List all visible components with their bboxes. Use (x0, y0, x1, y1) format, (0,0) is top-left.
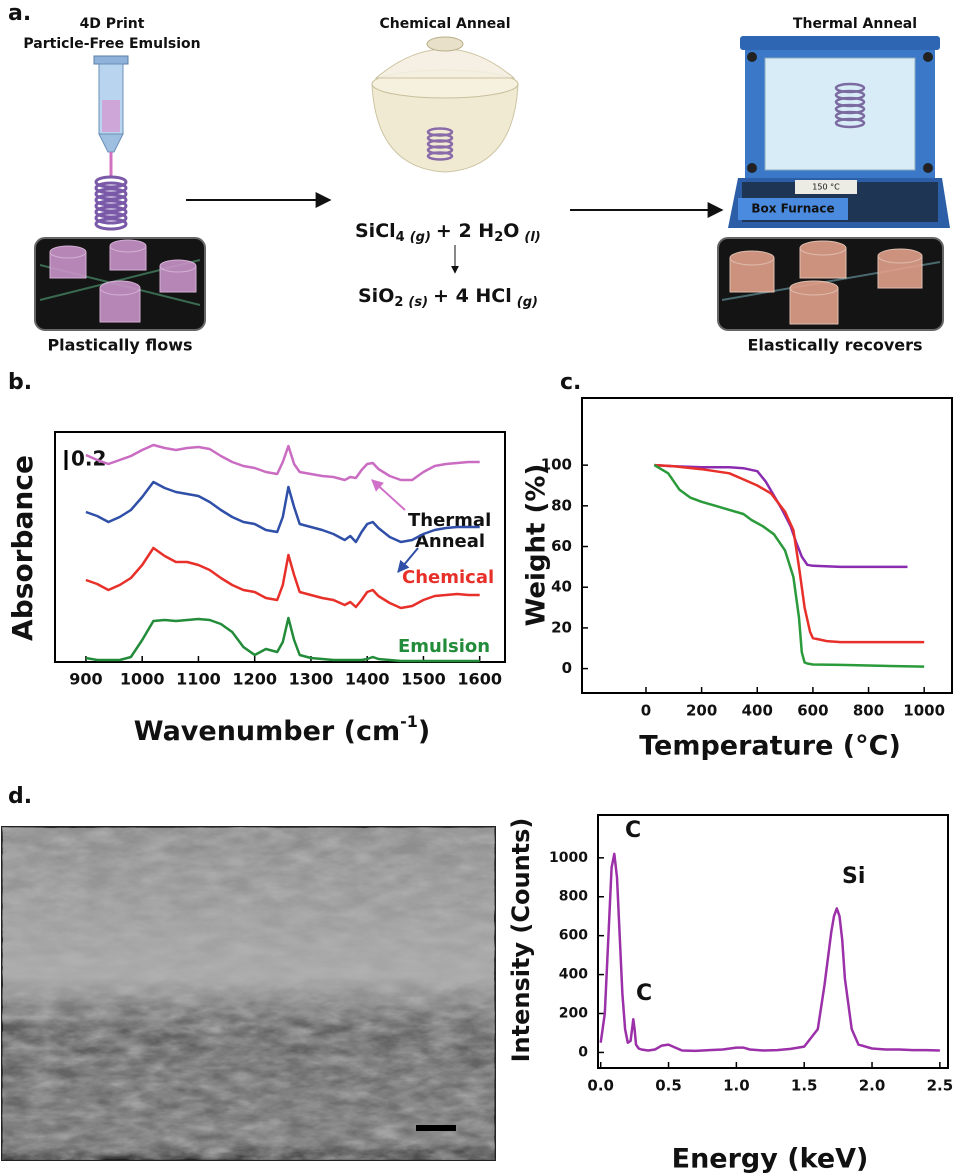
x-tick-label: 1400 (345, 670, 390, 689)
annotation: Chemical (402, 567, 494, 588)
x-tick-label: 400 (742, 702, 773, 720)
step-title: Chemical Anneal (379, 16, 510, 32)
annotation: C (625, 818, 641, 843)
x-tick-label: 1200 (232, 670, 277, 689)
x-tick-label: 1300 (289, 670, 334, 689)
x-tick-label: 1600 (457, 670, 502, 689)
y-tick-label: 40 (551, 578, 572, 596)
data-line (654, 465, 907, 567)
syringe (94, 56, 128, 176)
x-tick-label: 1.0 (723, 1077, 750, 1095)
photo-printed-parts (35, 238, 205, 330)
data-line (601, 854, 940, 1051)
x-tick-label: 1500 (401, 670, 446, 689)
step-title: Particle-Free Emulsion (23, 36, 200, 52)
panel-label: b. (8, 370, 32, 395)
panel-label: c. (560, 370, 581, 395)
figure: a. 4D Print Particle-Free Emulsion Chemi… (0, 0, 962, 1176)
panel-label: d. (8, 784, 32, 809)
x-tick-label: 0 (641, 702, 651, 720)
x-axis-label: Energy (keV) (672, 1144, 869, 1175)
x-tick-label: 1.5 (791, 1077, 818, 1095)
x-tick-label: 1100 (176, 670, 221, 689)
x-tick-label: 0.5 (655, 1077, 682, 1095)
y-tick-label: 400 (559, 967, 588, 983)
y-axis-label: Weight (%) (522, 464, 552, 627)
x-tick-label: 800 (853, 702, 884, 720)
y-tick-label: 100 (541, 456, 572, 474)
x-tick-label: 1000 (903, 702, 945, 720)
furnace-display: 150 °C (812, 183, 840, 192)
plot-frame (582, 398, 952, 693)
annotation: Emulsion (398, 636, 490, 657)
x-tick-label: 900 (69, 670, 102, 689)
x-axis-label: Wavenumber (cm-1) (134, 712, 431, 747)
step-title: 4D Print (80, 16, 145, 32)
annotation: Si (842, 864, 865, 889)
step-title: Thermal Anneal (793, 16, 917, 32)
data-line (86, 445, 480, 480)
reaction: SiCl4(g)+ 2 H2O(l) (355, 220, 541, 245)
y-tick-label: 800 (559, 889, 588, 905)
y-tick-label: 200 (559, 1006, 588, 1022)
furnace-label: Box Furnace (751, 202, 834, 216)
y-tick-label: 80 (551, 496, 572, 514)
panel-label: a. (8, 1, 31, 26)
page: {"panel_a": {"label": "a.", "step_1_titl… (0, 0, 962, 1176)
y-tick-label: 1000 (549, 850, 588, 866)
caption: Elastically recovers (747, 336, 922, 355)
desiccator (372, 37, 518, 172)
x-tick-label: 600 (797, 702, 828, 720)
y-tick-label: 0 (562, 659, 572, 677)
photo-annealed-parts (718, 238, 943, 330)
y-tick-label: 0 (578, 1044, 588, 1060)
scale-bar-label: 0.2 (71, 447, 106, 471)
x-axis-label: Temperature (°C) (639, 731, 901, 762)
x-tick-label: 200 (686, 702, 717, 720)
plot-frame (598, 815, 948, 1068)
y-tick-label: 600 (559, 928, 588, 944)
y-axis-label: Intensity (Counts) (507, 818, 535, 1063)
box-furnace (728, 36, 950, 228)
x-tick-label: 1000 (120, 670, 165, 689)
annotation-arrow (372, 480, 405, 510)
data-line (654, 465, 924, 642)
printed-coil (96, 177, 126, 229)
y-tick-label: 20 (551, 618, 572, 636)
reaction: SiO2(s)+ 4 HCl(g) (358, 285, 538, 310)
caption: Plastically flows (47, 336, 192, 355)
x-tick-label: 2.5 (927, 1077, 954, 1095)
x-tick-label: 0.0 (587, 1077, 614, 1095)
annotation: C (636, 981, 652, 1006)
x-tick-label: 2.0 (859, 1077, 886, 1095)
y-tick-label: 60 (551, 537, 572, 555)
y-axis-label: Absorbance (6, 455, 39, 641)
sem-image (2, 827, 495, 1160)
